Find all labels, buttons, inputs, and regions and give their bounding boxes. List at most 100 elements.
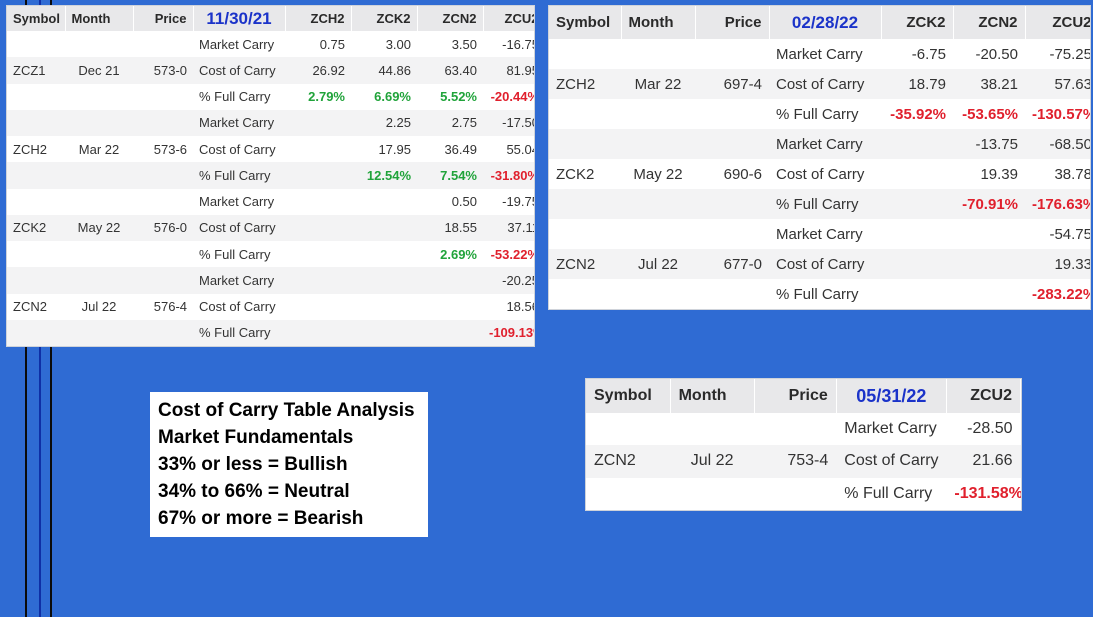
- value-cell: [285, 162, 351, 189]
- row-label-cell: Market Carry: [199, 36, 275, 52]
- value-cell: [285, 109, 351, 136]
- table-row: % Full Carry 2.79% 6.69% 5.52% -20.44%: [7, 84, 534, 110]
- symbol-cell: ZCK2: [556, 165, 595, 183]
- row-label-cell: Market Carry: [844, 420, 937, 438]
- symbol-cell: [7, 189, 65, 215]
- value-cell: [881, 129, 953, 159]
- value-cell: 37.11: [483, 214, 534, 241]
- month-header: Month: [65, 6, 134, 31]
- month-cell: [670, 478, 754, 510]
- symbol-cell: [7, 319, 65, 346]
- month-cell: Mar 22: [78, 141, 120, 157]
- value-cell: 6.69%: [374, 89, 411, 105]
- value-cell: [953, 279, 1025, 309]
- table-row: Market Carry -54.75: [549, 219, 1090, 249]
- price-cell: [133, 189, 193, 215]
- contract-header: ZCK2: [351, 6, 418, 31]
- value-cell: 2.69%: [440, 246, 477, 262]
- value-cell: [285, 214, 351, 241]
- legend-subtitle: Market Fundamentals: [158, 427, 354, 448]
- legend-title: Cost of Carry Table Analysis: [158, 400, 415, 421]
- symbol-cell: ZCZ1: [7, 57, 65, 84]
- value-cell: [953, 219, 1025, 249]
- month-cell: Dec 21: [65, 57, 133, 84]
- month-cell: Jul 22: [621, 249, 695, 279]
- symbol-cell: [549, 39, 621, 69]
- value-cell: [351, 294, 417, 320]
- carry-table: Symbol Month Price 02/28/22 ZCK2 ZCN2 ZCU2 Mark…: [549, 6, 1091, 309]
- value-cell: [881, 219, 953, 249]
- row-label-cell: Cost of Carry: [199, 299, 276, 315]
- symbol-cell: [549, 219, 621, 249]
- value-cell: -20.25: [483, 267, 534, 294]
- row-label-cell: % Full Carry: [776, 105, 859, 123]
- row-label-cell: Market Carry: [776, 45, 863, 63]
- table-row: Market Carry -20.25: [7, 267, 534, 294]
- symbol-cell: [7, 162, 65, 189]
- price-cell: [695, 99, 769, 129]
- price-cell: [754, 413, 836, 445]
- value-cell: -53.22%: [490, 246, 535, 262]
- value-cell: -283.22%: [1032, 285, 1091, 303]
- value-cell: 0.50: [451, 194, 477, 210]
- month-cell: [621, 189, 695, 219]
- date-header: 02/28/22: [769, 6, 882, 39]
- value-cell: 2.79%: [308, 89, 345, 105]
- value-cell: [285, 319, 351, 346]
- value-cell: -130.57%: [1032, 105, 1091, 123]
- symbol-cell: [549, 129, 621, 159]
- carry-table-feb-2022: Symbol Month Price 02/28/22 ZCK2 ZCN2 ZCU2 Mark…: [548, 5, 1091, 310]
- contract-header: ZCN2: [953, 6, 1026, 39]
- value-cell: [285, 241, 351, 267]
- value-cell: 18.79: [881, 69, 953, 99]
- table-row: ZCN2 Jul 22 576-4 Cost of Carry 18.56: [7, 294, 534, 320]
- legend-bullish: 33% or less = Bullish: [158, 454, 348, 475]
- symbol-header: Symbol: [586, 379, 671, 413]
- symbol-cell: ZCN2: [549, 249, 621, 279]
- table-row: % Full Carry -131.58%: [586, 478, 1021, 510]
- value-cell: -68.50: [1025, 129, 1090, 159]
- value-cell: 7.54%: [417, 162, 483, 189]
- month-cell: [621, 39, 695, 69]
- price-cell: 573-0: [133, 57, 193, 84]
- value-cell: -75.25: [1049, 45, 1091, 63]
- table-row: Market Carry 0.50 -19.75: [7, 189, 534, 215]
- row-label-cell: % Full Carry: [199, 89, 271, 105]
- month-cell: [621, 129, 695, 159]
- symbol-cell: ZCH2: [13, 141, 47, 157]
- table-row: % Full Carry -109.13%: [7, 319, 534, 346]
- price-cell: [695, 39, 769, 69]
- price-cell: 677-0: [695, 249, 769, 279]
- value-cell: [881, 279, 953, 309]
- value-cell: -16.75: [502, 36, 534, 52]
- row-label-cell: Cost of Carry: [193, 214, 285, 241]
- row-label-cell: % Full Carry: [199, 246, 271, 262]
- price-cell: 573-6: [153, 141, 187, 157]
- price-cell: 576-4: [153, 299, 187, 315]
- price-cell: [133, 31, 193, 57]
- table-row: ZCN2 Jul 22 677-0 Cost of Carry 19.33: [549, 249, 1090, 279]
- row-label-cell: % Full Carry: [193, 319, 285, 346]
- carry-table-may-2022: Symbol Month Price 05/31/22 ZCU2 Market Carry…: [585, 378, 1022, 511]
- month-cell: [65, 319, 133, 346]
- symbol-cell: ZCN2: [13, 299, 47, 315]
- month-cell: May 22: [65, 214, 133, 241]
- carry-table: Symbol Month Price 05/31/22 ZCU2 Market Carry…: [586, 379, 1021, 510]
- table-row: % Full Carry 12.54% 7.54% -31.80%: [7, 162, 534, 189]
- symbol-cell: [586, 478, 670, 510]
- table-row: % Full Carry 2.69% -53.22%: [7, 241, 535, 267]
- value-cell: 17.95: [378, 141, 411, 157]
- value-cell: 36.49: [444, 141, 477, 157]
- price-header: Price: [133, 6, 194, 31]
- row-label-cell: Cost of Carry: [769, 249, 881, 279]
- value-cell: 63.40: [417, 57, 483, 84]
- value-cell: -20.50: [975, 45, 1018, 63]
- value-cell: [417, 294, 483, 320]
- value-cell: 3.00: [385, 36, 411, 52]
- value-cell: -31.80%: [483, 162, 534, 189]
- value-cell: 0.75: [319, 36, 345, 52]
- price-header: Price: [754, 379, 837, 413]
- month-header: Month: [621, 6, 696, 39]
- month-cell: [621, 99, 695, 129]
